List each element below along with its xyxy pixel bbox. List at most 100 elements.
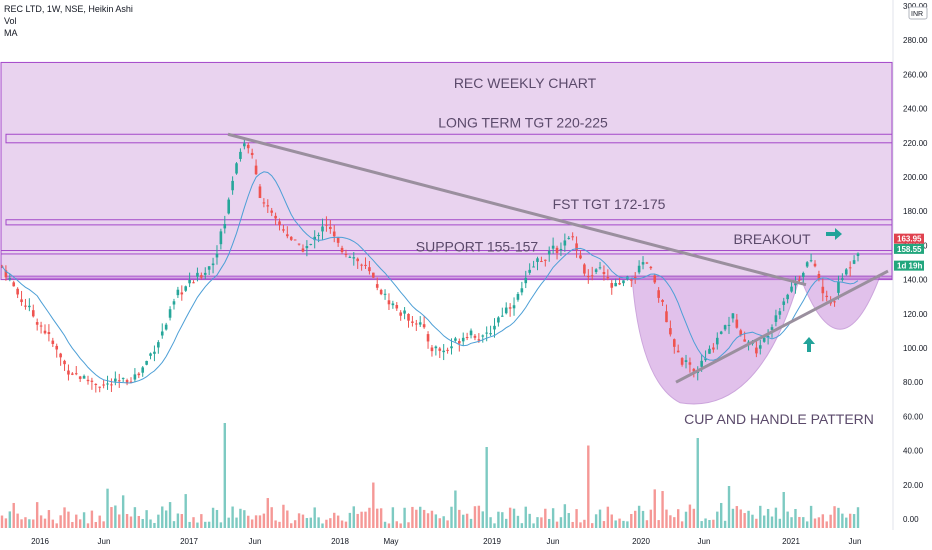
- candle-body: [352, 257, 356, 259]
- candle: [336, 236, 340, 247]
- candle-body: [766, 335, 770, 338]
- volume-bar: [114, 505, 117, 528]
- volume-bar: [71, 522, 74, 528]
- candle: [364, 257, 367, 270]
- candle: [309, 243, 313, 246]
- candle: [145, 360, 148, 366]
- volume-bar: [762, 515, 766, 528]
- volume-bar: [329, 518, 332, 528]
- candle: [63, 359, 66, 371]
- volume-bar: [16, 513, 19, 528]
- candle-body: [24, 305, 27, 307]
- volume-bar: [719, 502, 723, 528]
- volume-bar: [712, 519, 715, 528]
- volume-bar: [794, 509, 797, 528]
- volume-bar: [125, 514, 129, 528]
- candle: [227, 197, 231, 215]
- candle-body: [20, 299, 23, 303]
- volume-bar: [813, 518, 817, 528]
- trendlines-layer: [227, 132, 889, 384]
- candle: [110, 378, 113, 392]
- candle: [262, 198, 266, 208]
- candle-body: [544, 259, 547, 261]
- volume-bar: [723, 520, 727, 528]
- candle: [657, 287, 660, 303]
- volume-bar: [778, 518, 782, 528]
- candle-body: [817, 273, 821, 280]
- volume-bar: [626, 521, 629, 528]
- candle: [520, 281, 524, 296]
- candle: [672, 338, 676, 354]
- volume-bar: [78, 519, 82, 528]
- volume-bar: [540, 517, 543, 528]
- volume-bar: [594, 514, 598, 528]
- candle-body: [712, 347, 715, 350]
- volume-bar: [35, 502, 39, 528]
- candle-body: [805, 262, 809, 267]
- volume-bar: [680, 521, 684, 528]
- volume-bar: [129, 516, 133, 528]
- volume-bar: [200, 514, 203, 528]
- candle-body: [399, 312, 402, 316]
- candle-body: [731, 313, 735, 319]
- volume-bar: [313, 507, 316, 528]
- candle: [821, 278, 825, 302]
- price-tick-label: 280.00: [903, 36, 928, 45]
- candle: [446, 347, 449, 354]
- candle: [329, 219, 332, 234]
- volume-bar: [227, 517, 230, 528]
- candle-body: [657, 290, 660, 298]
- candle-body: [723, 325, 727, 330]
- volume-bar: [399, 523, 402, 528]
- vol-indicator-label[interactable]: Vol: [4, 16, 17, 26]
- volume-bar: [630, 514, 633, 528]
- volume-bar: [544, 508, 547, 528]
- candle-body: [74, 373, 78, 375]
- volume-bar: [278, 521, 281, 528]
- candle-body: [841, 278, 844, 280]
- candle-body: [415, 323, 418, 325]
- price-tick-label: 80.00: [903, 378, 924, 387]
- volume-bar: [336, 515, 340, 528]
- ma-indicator-label[interactable]: MA: [4, 28, 18, 38]
- candle: [434, 345, 438, 356]
- volume-bar: [368, 507, 371, 528]
- time-tag-text: 1d 19h: [897, 262, 922, 271]
- candle: [200, 272, 203, 280]
- volume-bar: [207, 521, 211, 528]
- volume-bar: [383, 521, 387, 528]
- candle: [157, 340, 160, 354]
- last-price-tag-bg: [894, 233, 924, 244]
- candle: [794, 276, 797, 294]
- volume-bar: [215, 509, 219, 528]
- volume-bar: [856, 507, 860, 528]
- candle: [786, 293, 789, 304]
- candle-body: [758, 345, 762, 349]
- candle-body: [790, 286, 793, 292]
- candle-body: [602, 272, 606, 275]
- candle: [415, 319, 418, 331]
- candle: [833, 300, 836, 307]
- currency-badge[interactable]: INR: [908, 6, 928, 20]
- volume-bar: [532, 523, 535, 528]
- candle: [844, 268, 848, 276]
- candle: [391, 300, 395, 309]
- candle-body: [469, 330, 473, 336]
- candle: [121, 377, 125, 382]
- candle-body: [231, 180, 234, 191]
- volume-bar: [145, 510, 148, 528]
- candle-body: [481, 335, 485, 337]
- candle-body: [528, 269, 531, 273]
- candle: [473, 334, 477, 341]
- uptrend-line: [675, 269, 889, 384]
- volume-bar: [497, 511, 500, 528]
- candle-body: [649, 266, 653, 269]
- volume-bar: [657, 520, 660, 528]
- candle: [676, 344, 680, 353]
- price-tick-label: 20.00: [903, 481, 924, 490]
- volume-bar: [352, 506, 355, 528]
- time-tick-label: Jun: [547, 537, 560, 546]
- volume-bar: [536, 517, 539, 528]
- candle: [321, 218, 324, 240]
